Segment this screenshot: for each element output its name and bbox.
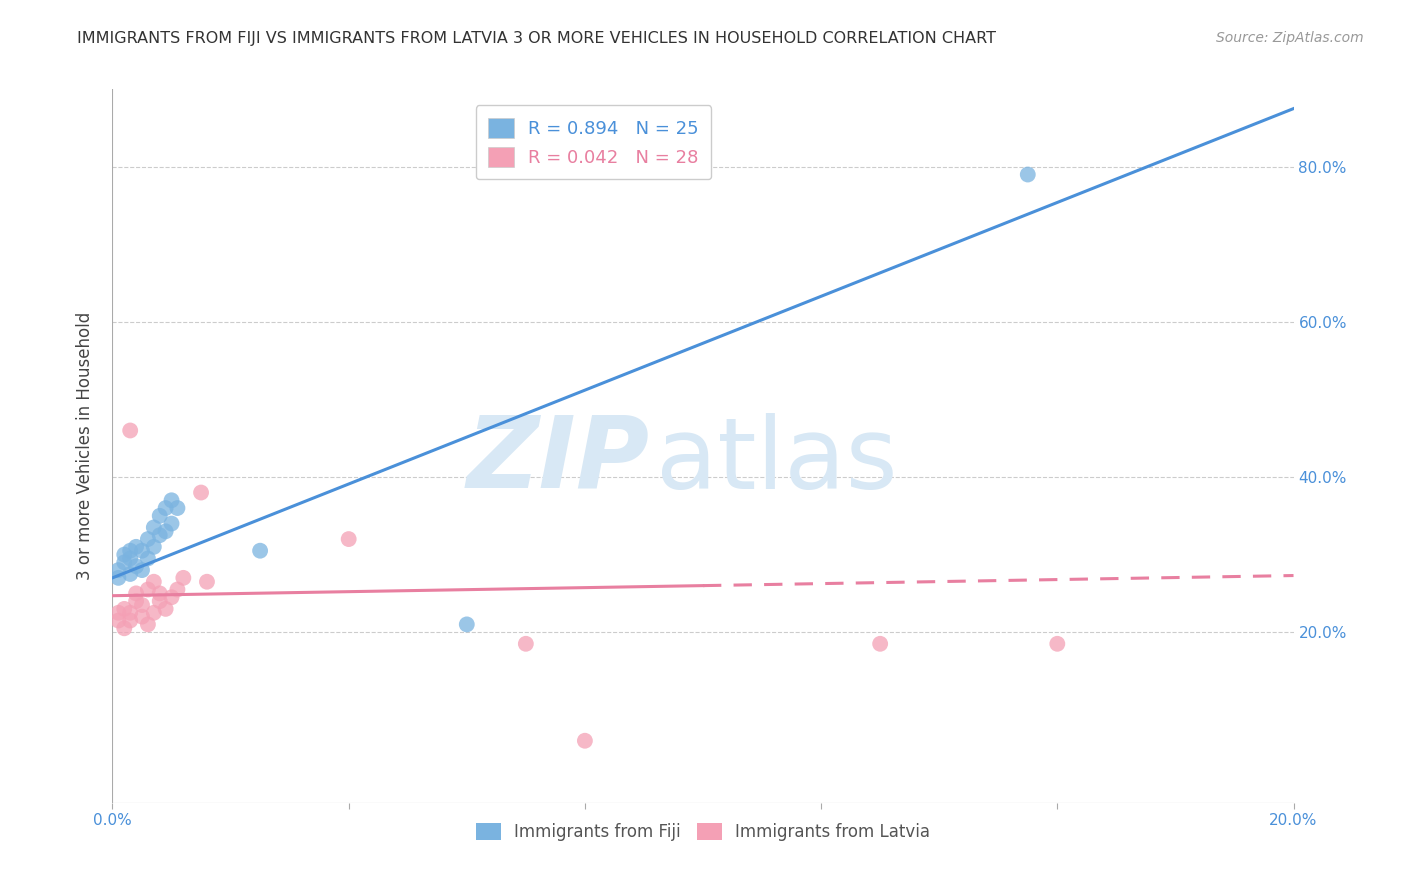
Point	[120, 543, 142, 558]
Y-axis label: 3 or more Vehicles in Household: 3 or more Vehicles in Household	[76, 312, 94, 580]
Point	[155, 602, 177, 616]
Point	[149, 528, 172, 542]
Point	[142, 540, 165, 554]
Point	[149, 594, 172, 608]
Point	[120, 424, 142, 438]
Point	[155, 501, 177, 516]
Point	[142, 574, 165, 589]
Point	[1017, 168, 1039, 182]
Point	[112, 555, 135, 569]
Point	[131, 609, 153, 624]
Point	[136, 532, 159, 546]
Point	[131, 598, 153, 612]
Point	[574, 733, 596, 747]
Point	[249, 543, 271, 558]
Point	[120, 566, 142, 581]
Point	[125, 586, 148, 600]
Text: Source: ZipAtlas.com: Source: ZipAtlas.com	[1216, 31, 1364, 45]
Point	[112, 602, 135, 616]
Point	[160, 493, 183, 508]
Point	[337, 532, 360, 546]
Point	[136, 582, 159, 597]
Point	[155, 524, 177, 539]
Point	[142, 606, 165, 620]
Point	[136, 617, 159, 632]
Point	[107, 571, 129, 585]
Point	[107, 563, 129, 577]
Legend: Immigrants from Fiji, Immigrants from Latvia: Immigrants from Fiji, Immigrants from La…	[468, 816, 938, 848]
Point	[112, 548, 135, 562]
Point	[125, 540, 148, 554]
Point	[166, 582, 188, 597]
Text: ZIP: ZIP	[467, 412, 650, 508]
Point	[107, 614, 129, 628]
Point	[515, 637, 537, 651]
Point	[195, 574, 218, 589]
Point	[172, 571, 194, 585]
Point	[160, 516, 183, 531]
Point	[125, 559, 148, 574]
Point	[131, 563, 153, 577]
Point	[142, 520, 165, 534]
Point	[120, 614, 142, 628]
Text: IMMIGRANTS FROM FIJI VS IMMIGRANTS FROM LATVIA 3 OR MORE VEHICLES IN HOUSEHOLD C: IMMIGRANTS FROM FIJI VS IMMIGRANTS FROM …	[77, 31, 997, 46]
Point	[107, 606, 129, 620]
Point	[149, 586, 172, 600]
Point	[456, 617, 478, 632]
Point	[112, 621, 135, 635]
Point	[120, 551, 142, 566]
Point	[160, 591, 183, 605]
Point	[131, 543, 153, 558]
Point	[149, 508, 172, 523]
Point	[166, 501, 188, 516]
Point	[136, 551, 159, 566]
Point	[1046, 637, 1069, 651]
Point	[120, 606, 142, 620]
Text: atlas: atlas	[655, 413, 897, 510]
Point	[190, 485, 212, 500]
Point	[125, 594, 148, 608]
Point	[869, 637, 891, 651]
